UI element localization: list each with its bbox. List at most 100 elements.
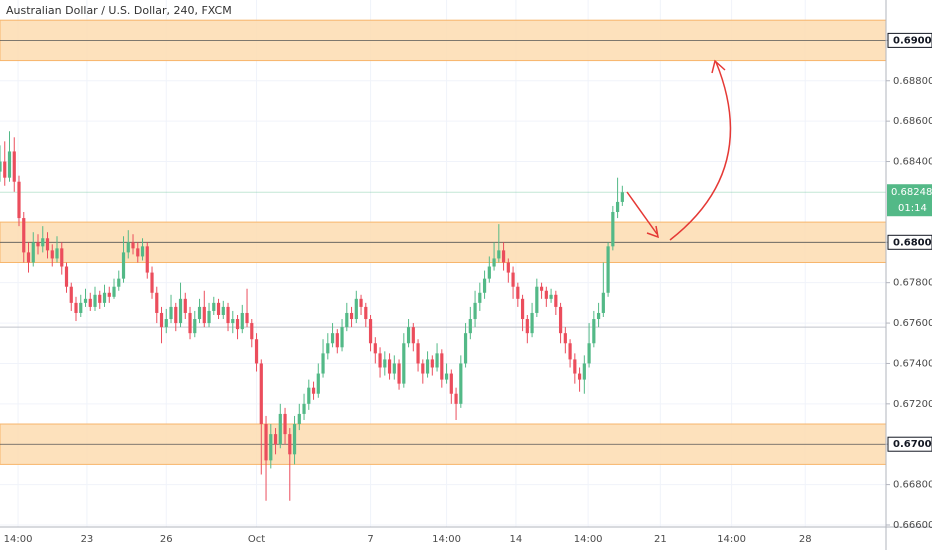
x-tick-label: 14	[510, 534, 523, 545]
y-tick-label: 0.66600	[893, 520, 932, 531]
candle-body	[93, 294, 97, 307]
candle-body	[473, 302, 477, 320]
candle-body	[74, 302, 78, 313]
arrow-head	[646, 225, 659, 239]
candle-body	[606, 246, 610, 293]
candle-body	[463, 333, 468, 364]
candle-body	[406, 327, 411, 344]
candle-body	[64, 266, 69, 287]
candle-body	[511, 272, 515, 287]
candle-body	[535, 286, 539, 313]
candle-body	[482, 278, 487, 293]
candle-body	[169, 306, 173, 320]
candle-body	[178, 298, 183, 324]
y-tick-label: 0.67800	[893, 278, 932, 289]
candle-body	[530, 312, 534, 334]
annotations	[626, 59, 732, 241]
candle-body	[3, 161, 7, 178]
candle-body	[188, 312, 192, 334]
x-tick-label: 21	[654, 534, 667, 545]
candle-body	[174, 306, 178, 324]
candle-body	[164, 319, 168, 328]
candle-body	[340, 327, 344, 348]
labels: 14:00 23 26 Oct 7 14:00 14 14:00 21 14:00 28 0.6900…	[4, 32, 932, 545]
candle-body	[587, 343, 591, 364]
candle-body	[117, 278, 121, 287]
candle-body	[259, 363, 263, 425]
candle-body	[392, 363, 396, 374]
candle-body	[31, 242, 35, 263]
candle-body	[592, 319, 596, 344]
candle-body	[516, 286, 520, 299]
candle-body	[425, 359, 430, 374]
x-tick-label: Oct	[248, 534, 265, 545]
candle-body	[459, 363, 463, 404]
candle-body	[79, 302, 83, 313]
candle-body	[364, 306, 368, 320]
candle-body	[202, 306, 206, 324]
chart-title: Australian Dollar / U.S. Dollar, 240, FX…	[6, 4, 232, 17]
candle-body	[620, 192, 624, 202]
candle-body	[12, 151, 16, 182]
candle-body	[378, 353, 382, 368]
candle-body	[506, 262, 510, 273]
x-tick-label: 14:00	[432, 534, 461, 545]
candle-body	[126, 242, 130, 253]
candle-body	[326, 343, 330, 354]
candle-body	[250, 323, 254, 340]
candle-body	[69, 286, 73, 303]
level-label-box	[887, 436, 932, 452]
candle-body	[45, 238, 50, 251]
candle-body	[207, 310, 211, 324]
candles	[0, 131, 624, 501]
candle-body	[197, 306, 202, 320]
x-tick-label: 7	[367, 534, 373, 545]
candle-body	[283, 413, 287, 435]
candle-body	[231, 319, 235, 324]
y-tick-label: 0.67600	[893, 318, 932, 329]
candle-body	[492, 258, 496, 267]
x-tick-label: 23	[81, 534, 94, 545]
y-tick-label: 0.68800	[893, 76, 932, 87]
candle-body	[112, 286, 116, 297]
candle-body	[430, 359, 434, 368]
candle-body	[497, 250, 501, 259]
candle-body	[269, 434, 273, 461]
x-tick-label: 14:00	[717, 534, 746, 545]
candle-body	[307, 387, 311, 404]
candle-body	[98, 294, 102, 303]
candle-body	[0, 161, 2, 172]
candle-body	[383, 359, 387, 368]
candle-body	[563, 333, 567, 344]
candle-body	[335, 333, 339, 348]
candle-body	[596, 312, 601, 320]
candle-body	[349, 312, 354, 320]
level-label-box	[887, 32, 932, 48]
candle-body	[107, 292, 111, 297]
candle-body	[131, 242, 135, 249]
candle-body	[292, 424, 297, 455]
candle-body	[22, 218, 26, 253]
candle-body	[501, 250, 506, 263]
candle-body	[478, 292, 482, 303]
candle-body	[150, 272, 154, 293]
candle-body	[525, 319, 529, 334]
candle-body	[7, 151, 12, 178]
candle-body	[88, 298, 92, 307]
candle-body	[183, 298, 187, 313]
candle-body	[615, 201, 620, 213]
y-tick-label: 0.67400	[893, 358, 932, 369]
candle-body	[302, 403, 306, 414]
candle-body	[17, 181, 21, 219]
candle-body	[221, 306, 225, 315]
y-tick-label: 0.67200	[893, 399, 932, 410]
candle-body	[311, 387, 316, 394]
candle-body	[549, 294, 553, 299]
candle-body	[520, 298, 525, 320]
candle-body	[121, 252, 126, 279]
candle-body	[321, 353, 325, 374]
candle-body	[278, 413, 282, 445]
candle-body	[159, 312, 164, 328]
